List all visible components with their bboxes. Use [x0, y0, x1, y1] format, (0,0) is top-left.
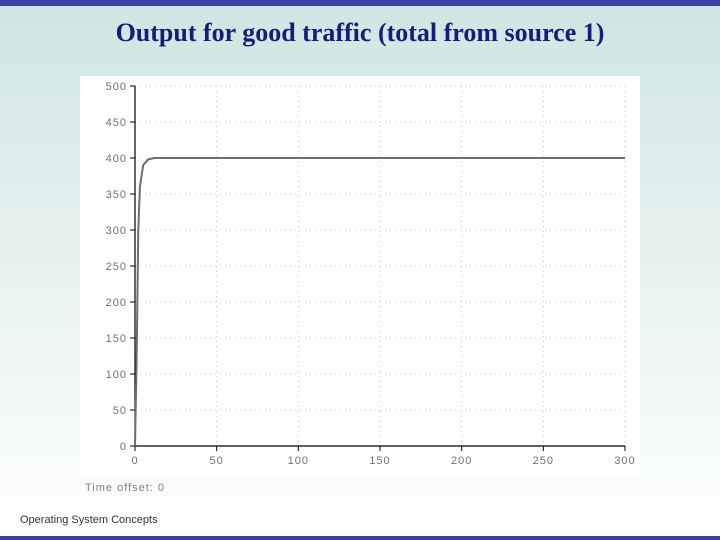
svg-text:450: 450	[106, 117, 127, 129]
svg-text:400: 400	[106, 153, 127, 165]
svg-text:500: 500	[106, 81, 127, 93]
chart-container: 0 50 100 150 200 250 300 0 50 100 150 200 250 300 350 4…	[80, 76, 640, 476]
svg-text:200: 200	[106, 297, 127, 309]
svg-text:150: 150	[369, 455, 390, 467]
svg-text:0: 0	[131, 455, 138, 467]
svg-text:50: 50	[210, 455, 224, 467]
time-offset-label: Time offset: 0	[85, 482, 165, 494]
slide-root: Output for good traffic (total from sour…	[0, 0, 720, 540]
svg-text:100: 100	[106, 369, 127, 381]
svg-text:50: 50	[113, 405, 127, 417]
slide-title: Output for good traffic (total from sour…	[0, 18, 720, 48]
svg-text:300: 300	[614, 455, 635, 467]
svg-text:350: 350	[106, 189, 127, 201]
svg-text:300: 300	[106, 225, 127, 237]
svg-text:250: 250	[106, 261, 127, 273]
svg-text:0: 0	[120, 441, 127, 453]
line-chart: 0 50 100 150 200 250 300 0 50 100 150 200 250 300 350 4…	[80, 76, 640, 476]
svg-text:100: 100	[288, 455, 309, 467]
svg-text:150: 150	[106, 333, 127, 345]
footer-text: Operating System Concepts	[20, 514, 158, 526]
svg-text:250: 250	[533, 455, 554, 467]
svg-text:200: 200	[451, 455, 472, 467]
